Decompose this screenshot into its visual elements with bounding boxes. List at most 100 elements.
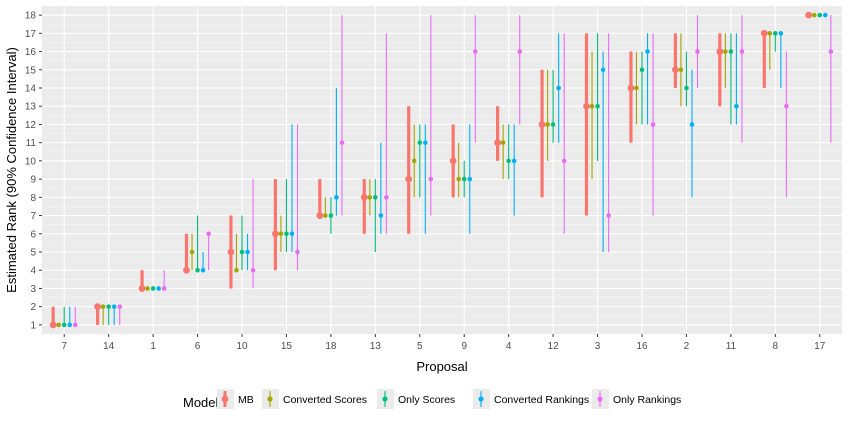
point-estimate <box>511 158 517 164</box>
x-tick-label: 6 <box>195 341 201 352</box>
x-tick-label: 5 <box>417 341 423 352</box>
legend-key-point <box>221 395 229 403</box>
point-estimate <box>367 195 373 200</box>
point-estimate <box>378 213 384 218</box>
x-tick-label: 13 <box>370 341 382 352</box>
point-estimate <box>538 121 546 128</box>
point-estimate <box>811 12 817 18</box>
point-estimate <box>561 158 567 164</box>
point-estimate <box>823 12 828 18</box>
x-tick-label: 1 <box>150 341 156 352</box>
point-estimate <box>323 213 328 218</box>
x-tick-label: 15 <box>281 341 293 352</box>
y-tick-label: 16 <box>25 47 37 58</box>
point-estimate <box>316 212 324 219</box>
point-estimate <box>227 248 235 256</box>
series-only-scores <box>61 12 823 328</box>
y-tick-label: 3 <box>30 284 36 295</box>
y-tick-label: 9 <box>30 175 36 186</box>
point-estimate <box>111 304 117 309</box>
point-estimate <box>627 84 635 92</box>
x-tick-label: 3 <box>595 341 601 352</box>
point-estimate <box>716 48 724 55</box>
point-estimate <box>739 49 745 54</box>
series-converted-rankings <box>67 12 828 328</box>
y-tick-label: 18 <box>25 11 37 22</box>
point-estimate <box>456 176 461 182</box>
point-estimate <box>150 286 156 291</box>
point-estimate <box>49 321 57 329</box>
point-estimate <box>773 31 778 36</box>
x-tick-label: 14 <box>103 341 115 352</box>
point-estimate <box>145 286 150 291</box>
point-estimate <box>328 213 334 218</box>
point-estimate <box>828 49 834 54</box>
point-estimate <box>156 286 161 291</box>
point-estimate <box>195 267 200 273</box>
legend-title: Model <box>183 395 219 410</box>
point-estimate <box>67 322 73 328</box>
y-tick-label: 14 <box>25 84 37 95</box>
y-tick-label: 6 <box>30 229 36 240</box>
point-estimate <box>271 230 279 238</box>
point-estimate <box>72 322 78 328</box>
series-converted-scores <box>56 12 817 328</box>
legend-key-point <box>267 396 273 402</box>
point-estimate <box>373 195 378 200</box>
point-estimate <box>817 12 823 18</box>
point-estimate <box>723 49 728 54</box>
legend-label: Converted Scores <box>283 394 367 406</box>
legend-label: Only Scores <box>398 394 455 406</box>
point-estimate <box>423 140 428 145</box>
point-estimate <box>728 49 734 54</box>
y-tick-label: 12 <box>25 120 37 131</box>
x-tick-label: 8 <box>773 341 779 352</box>
point-estimate <box>138 285 146 292</box>
point-estimate <box>734 103 739 109</box>
legend-key-point <box>382 396 388 402</box>
point-estimate <box>784 103 789 109</box>
point-estimate <box>405 175 413 183</box>
x-tick-label: 16 <box>636 341 648 352</box>
point-estimate <box>689 122 695 127</box>
point-estimate <box>545 122 550 127</box>
point-estimate <box>645 49 650 54</box>
x-tick-label: 11 <box>726 341 737 352</box>
y-tick-label: 11 <box>26 138 37 149</box>
point-estimate <box>200 267 206 273</box>
point-estimate <box>339 140 345 145</box>
legend-label: MB <box>238 394 254 406</box>
point-estimate <box>239 249 245 255</box>
point-estimate <box>472 49 478 54</box>
point-estimate <box>206 231 211 237</box>
point-estimate <box>189 249 195 255</box>
point-estimate <box>245 249 250 255</box>
point-estimate <box>695 49 700 54</box>
series-mb <box>49 11 813 329</box>
point-estimate <box>589 103 595 109</box>
y-tick-label: 5 <box>30 248 36 259</box>
point-estimate <box>289 231 295 237</box>
point-estimate <box>234 267 239 273</box>
point-estimate <box>449 157 457 165</box>
point-estimate <box>671 66 679 74</box>
point-estimate <box>634 85 639 91</box>
y-tick-label: 7 <box>30 211 36 222</box>
point-estimate <box>500 140 506 145</box>
point-estimate <box>805 11 813 19</box>
point-estimate <box>100 304 106 309</box>
y-tick-label: 17 <box>25 29 37 40</box>
y-tick-label: 2 <box>30 302 36 313</box>
x-tick-label: 10 <box>236 341 248 352</box>
point-estimate <box>606 213 611 218</box>
point-estimate <box>384 195 389 200</box>
x-tick-label: 2 <box>684 341 690 352</box>
x-tick-label: 17 <box>814 341 826 352</box>
x-axis: 7 14 1 6 10 15 18 13 5 9 4 12 3 16 2 11 8 17 <box>61 334 826 352</box>
legend-key-point <box>597 396 603 402</box>
point-estimate <box>650 122 656 127</box>
legend-key-point <box>478 396 484 402</box>
point-estimate <box>550 122 556 127</box>
x-tick-label: 18 <box>325 341 337 352</box>
